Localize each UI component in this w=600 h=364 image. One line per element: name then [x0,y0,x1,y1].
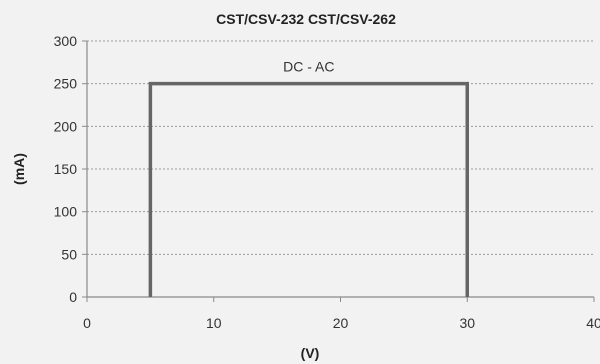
series-label-0: DC - AC [283,59,334,75]
x-tick-label-20: 20 [333,315,349,331]
y-tick-label-0: 0 [69,289,77,305]
x-axis-label: (V) [301,345,320,361]
chart-title: CST/CSV-232 CST/CSV-262 [216,11,396,27]
x-tick-label-0: 0 [83,315,91,331]
y-tick-label-300: 300 [54,33,78,49]
x-tick-label-30: 30 [459,315,475,331]
y-tick-label-250: 250 [54,76,78,92]
tick-labels: 0 50 100 150 200 250 300 0 10 20 30 40 [54,33,600,331]
y-axis-label: (mA) [11,153,27,185]
x-tick-label-40: 40 [586,315,600,331]
y-tick-label-200: 200 [54,118,78,134]
y-tick-label-150: 150 [54,161,78,177]
y-tick-label-50: 50 [61,246,77,262]
y-tick-label-100: 100 [54,204,78,220]
grid-lines [87,40,594,255]
series-line-0 [148,81,469,297]
x-tick-label-10: 10 [206,315,222,331]
series: DC - AC [148,59,469,297]
